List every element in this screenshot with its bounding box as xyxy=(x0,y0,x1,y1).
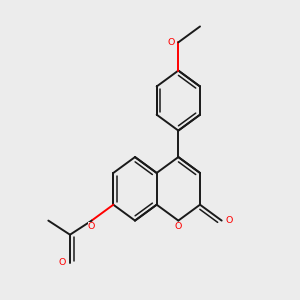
Text: O: O xyxy=(59,258,66,267)
Text: O: O xyxy=(88,222,95,231)
Text: O: O xyxy=(167,38,175,47)
Text: O: O xyxy=(175,222,182,231)
Text: O: O xyxy=(225,216,233,225)
